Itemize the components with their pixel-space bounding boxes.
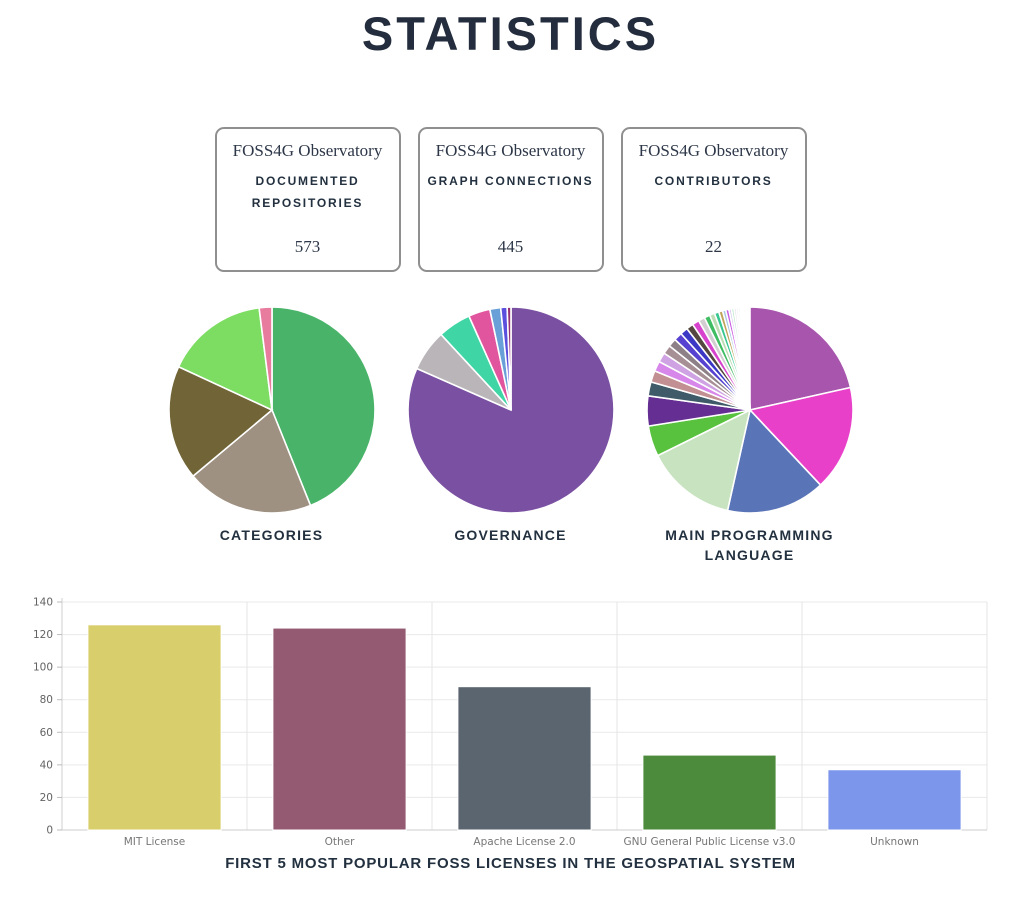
bar [272,627,407,831]
pie-caption: GOVERNANCE [454,527,567,543]
pie-slice [270,306,376,507]
licenses-bar-chart-canvas: 0 20 40 60 80 100 120 140 MIT License Other Apache… [33,596,988,848]
pie-slice [191,408,312,514]
pie-charts-row: CATEGORIES GOVERNANCE MAIN PROGRAMMING L… [0,305,1021,566]
y-tick-label: 80 [40,694,53,706]
stat-card-contributors: FOSS4G Observatory CONTRIBUTORS 22 [620,127,807,272]
statistics-page: STATISTICS FOSS4G Observatory DOCUMENTED… [0,6,1021,872]
card-brand: FOSS4G Observatory [232,141,383,160]
main-programming-language-pie [645,306,854,514]
y-tick-label: 0 [46,824,53,836]
pie-slice [406,306,615,514]
pie-chart-governance: GOVERNANCE [391,305,630,566]
pie-slice [257,306,273,411]
y-tick-label: 20 [40,792,53,804]
card-label: CONTRIBUTORS [654,174,773,188]
x-category-label: MIT License [124,836,186,848]
page-title: STATISTICS [361,7,660,60]
licenses-bar-chart: 0 20 40 60 80 100 120 140 MIT License Other Apache… [0,588,1021,872]
pie-slice [176,306,273,412]
x-category-label: Other [325,836,355,848]
y-tick-label: 140 [33,596,53,608]
card-value: 22 [705,237,722,256]
card-label: DOCUMENTED REPOSITORIES [251,174,364,211]
bar [457,685,592,831]
x-category-label: GNU General Public License v3.0 [624,836,796,848]
stat-cards: FOSS4G Observatory DOCUMENTED REPOSITORI… [0,127,1021,272]
pie-caption: MAIN PROGRAMMING LANGUAGE [665,527,834,564]
pie-caption: CATEGORIES [219,527,324,543]
bar-chart-title: FIRST 5 MOST POPULAR FOSS LICENSES IN TH… [225,854,796,872]
y-tick-label: 120 [33,629,53,641]
pie-slice [726,408,822,514]
categories-pie [167,306,376,514]
y-tick-label: 40 [40,759,53,771]
x-category-label: Unknown [870,836,919,848]
x-category-label: Apache License 2.0 [473,836,575,848]
card-brand: FOSS4G Observatory [435,141,586,160]
pie-slice [505,306,512,411]
pie-slice [744,306,751,411]
pie-slice [167,365,273,478]
bar [87,623,222,831]
pie-slice [656,408,751,512]
pie-chart-categories: CATEGORIES [152,305,391,566]
y-tick-label: 100 [33,661,53,673]
bar [827,768,962,831]
pie-chart-main-programming-language: MAIN PROGRAMMING LANGUAGE [630,305,869,566]
card-brand: FOSS4G Observatory [638,141,789,160]
card-label: GRAPH CONNECTIONS [427,174,594,188]
stat-card-documented-repositories: FOSS4G Observatory DOCUMENTED REPOSITORI… [214,127,401,272]
governance-pie [406,306,615,514]
pie-slice [747,386,854,487]
card-value: 445 [497,237,524,256]
bar [642,754,777,831]
y-tick-label: 60 [40,726,53,738]
stat-card-graph-connections: FOSS4G Observatory GRAPH CONNECTIONS 445 [417,127,604,272]
pie-slice [748,306,851,411]
card-value: 573 [294,237,321,256]
